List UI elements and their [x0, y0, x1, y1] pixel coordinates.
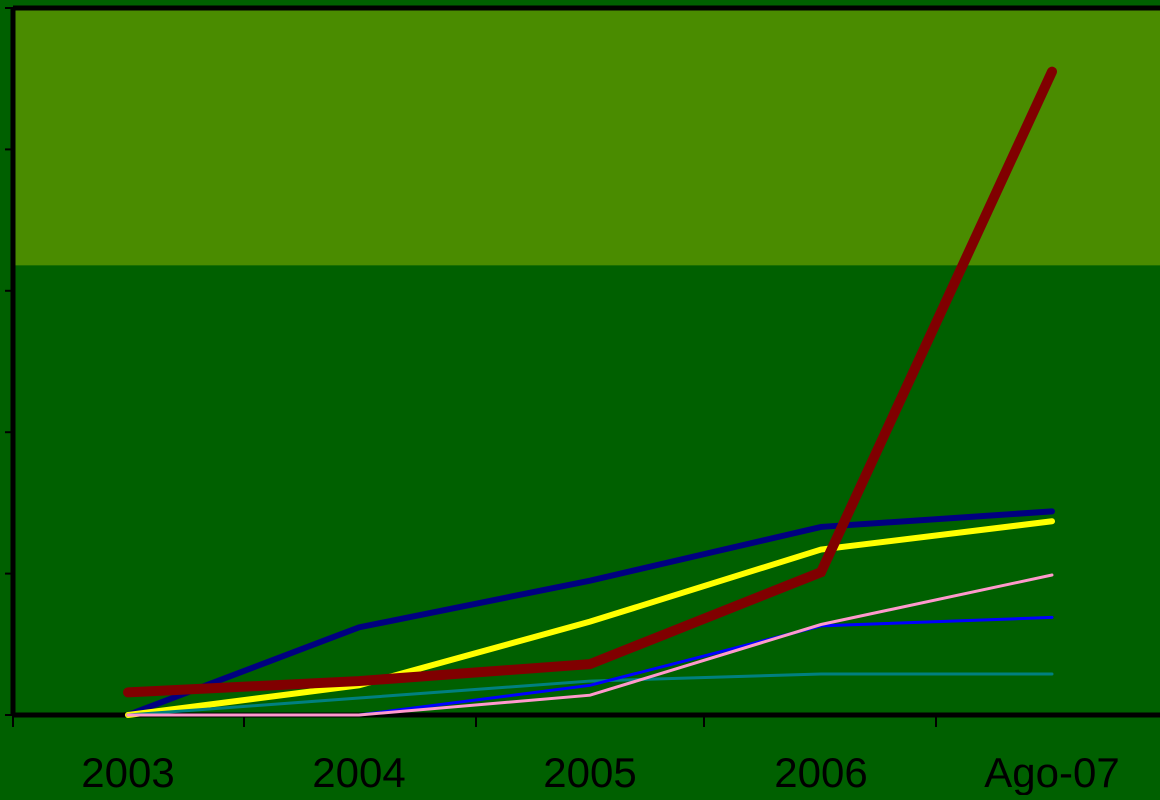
series-line-6	[123, 66, 1057, 698]
x-tick-label: 2005	[543, 749, 636, 795]
upper-shaded-band	[13, 8, 1160, 266]
x-tick-label: 2006	[774, 749, 867, 795]
x-tick-labels: 2003 2004 2005 2006 Ago-07	[81, 749, 1119, 796]
shaded-band-layer	[13, 8, 1160, 266]
x-tick-label: 2004	[312, 749, 405, 795]
series-line-5	[126, 573, 1054, 717]
series-line-1	[125, 508, 1055, 718]
x-tick-label: Ago-07	[984, 749, 1119, 795]
series-line-2	[125, 518, 1055, 718]
series-line-3	[126, 672, 1054, 717]
series-layer	[123, 66, 1057, 718]
x-tick-label: 2003	[81, 749, 174, 795]
